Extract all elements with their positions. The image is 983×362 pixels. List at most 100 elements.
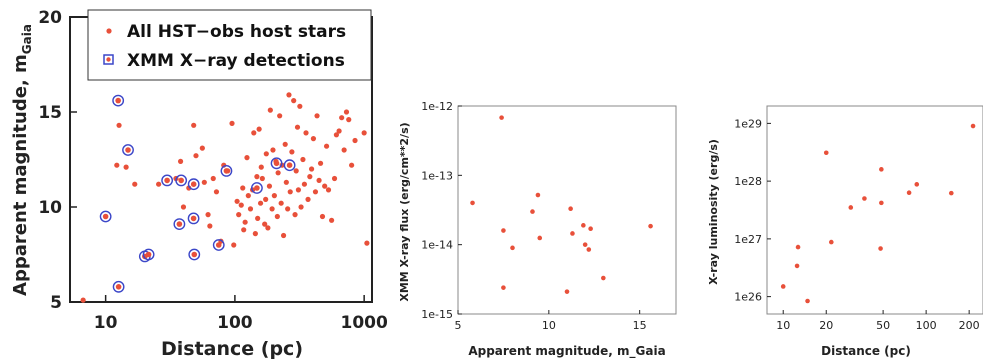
y-tick-label: 1e28 bbox=[734, 175, 762, 188]
data-point bbox=[207, 223, 213, 229]
x-tick-label: 100 bbox=[217, 313, 253, 333]
data-point bbox=[333, 132, 340, 138]
xmm-detection-point bbox=[223, 168, 230, 174]
data-point bbox=[564, 289, 570, 294]
data-point bbox=[274, 213, 280, 220]
data-point bbox=[294, 124, 301, 130]
xmm-detection-point bbox=[115, 97, 121, 104]
x-tick-label: 15 bbox=[633, 319, 647, 332]
legend-label-host-stars: All HST−obs host stars bbox=[127, 22, 346, 42]
xmm-detection-marker bbox=[212, 239, 225, 251]
data-point bbox=[364, 240, 370, 246]
y-axis-ticks: 1e26 1e27 1e28 1e29 bbox=[734, 117, 771, 304]
data-point bbox=[259, 175, 265, 182]
data-point bbox=[862, 196, 867, 201]
data-point bbox=[341, 147, 347, 153]
data-point bbox=[270, 147, 276, 153]
data-point bbox=[581, 223, 586, 228]
data-point bbox=[537, 235, 543, 241]
data-point bbox=[308, 166, 315, 172]
x-axis-label: Distance (pc) bbox=[161, 338, 303, 360]
data-point bbox=[948, 190, 954, 196]
data-point bbox=[177, 158, 184, 164]
xmm-detection-marker bbox=[187, 178, 200, 191]
y-tick-label: 1e-13 bbox=[421, 169, 453, 182]
xmm-detection-point bbox=[115, 284, 122, 290]
data-point bbox=[267, 107, 273, 113]
data-point bbox=[287, 189, 293, 195]
data-point bbox=[336, 128, 342, 134]
data-point bbox=[510, 245, 515, 251]
data-point bbox=[283, 179, 289, 185]
data-point bbox=[823, 150, 829, 156]
x-tick-label: 10 bbox=[776, 319, 790, 332]
data-point bbox=[648, 223, 653, 229]
data-point bbox=[285, 206, 291, 212]
data-point bbox=[310, 136, 317, 142]
data-point bbox=[229, 120, 235, 126]
x-axis-label: Distance (pc) bbox=[821, 344, 911, 358]
xmm-detection-point bbox=[286, 162, 293, 168]
data-point bbox=[289, 149, 295, 155]
data-point bbox=[116, 122, 122, 128]
data-point bbox=[319, 213, 326, 220]
data-point bbox=[180, 204, 187, 210]
data-point bbox=[257, 200, 264, 206]
data-point bbox=[316, 177, 322, 183]
xmm-detection-point bbox=[125, 147, 131, 153]
data-point bbox=[263, 151, 269, 157]
data-point bbox=[262, 221, 268, 227]
x-tick-label: 20 bbox=[819, 319, 833, 332]
y-tick-label: 1e26 bbox=[734, 291, 762, 304]
data-point bbox=[570, 231, 575, 236]
data-point bbox=[906, 190, 912, 196]
data-point bbox=[258, 164, 264, 170]
data-point bbox=[323, 143, 330, 149]
x-tick-label: 10 bbox=[542, 319, 556, 332]
data-point bbox=[301, 181, 308, 187]
data-point bbox=[317, 160, 324, 166]
data-point bbox=[254, 174, 260, 180]
data-points bbox=[80, 92, 370, 303]
data-point bbox=[307, 174, 313, 180]
data-point bbox=[252, 231, 258, 237]
xmm-detection-marker bbox=[175, 174, 188, 187]
xmm-detection-marker bbox=[187, 212, 200, 225]
y-tick-label: 1e-14 bbox=[421, 239, 453, 252]
x-tick-label: 5 bbox=[455, 319, 462, 332]
data-point bbox=[123, 164, 129, 170]
panel-flux-vs-magnitude: 5 10 15 1e-15 1e-14 1e-13 1e-12 Apparent magn… bbox=[398, 100, 677, 359]
data-point bbox=[186, 185, 192, 191]
data-point bbox=[303, 130, 309, 136]
data-point bbox=[244, 155, 250, 161]
data-point bbox=[298, 204, 304, 210]
data-point bbox=[535, 192, 541, 198]
data-point bbox=[331, 175, 338, 182]
y-axis-label-subscript: Gaia bbox=[20, 24, 34, 54]
data-point bbox=[156, 181, 162, 187]
data-point bbox=[343, 109, 350, 115]
data-point bbox=[201, 179, 207, 185]
x-tick-label: 100 bbox=[916, 319, 937, 332]
y-axis-label: X-ray luminosity (erg/s) bbox=[707, 139, 720, 285]
y-tick-label: 1e-12 bbox=[421, 100, 453, 113]
data-point bbox=[879, 167, 884, 172]
legend-marker-xmm-dot bbox=[106, 57, 111, 62]
x-tick-label: 1000 bbox=[340, 313, 387, 333]
xmm-detection-marker bbox=[161, 174, 174, 187]
data-point bbox=[914, 182, 920, 187]
data-point bbox=[247, 206, 254, 212]
data-point bbox=[286, 92, 292, 98]
data-point bbox=[266, 183, 273, 189]
data-point bbox=[300, 156, 306, 163]
data-point bbox=[297, 103, 303, 109]
data-point bbox=[236, 212, 242, 218]
data-point bbox=[231, 242, 237, 248]
data-point bbox=[277, 113, 283, 119]
data-point bbox=[191, 122, 197, 128]
xmm-detection-point bbox=[254, 185, 260, 191]
data-point bbox=[132, 181, 138, 187]
xmm-detection-point bbox=[178, 177, 184, 184]
data-point bbox=[848, 205, 854, 210]
